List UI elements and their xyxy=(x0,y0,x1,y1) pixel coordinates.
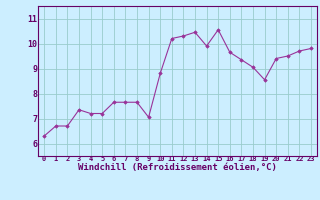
X-axis label: Windchill (Refroidissement éolien,°C): Windchill (Refroidissement éolien,°C) xyxy=(78,163,277,172)
